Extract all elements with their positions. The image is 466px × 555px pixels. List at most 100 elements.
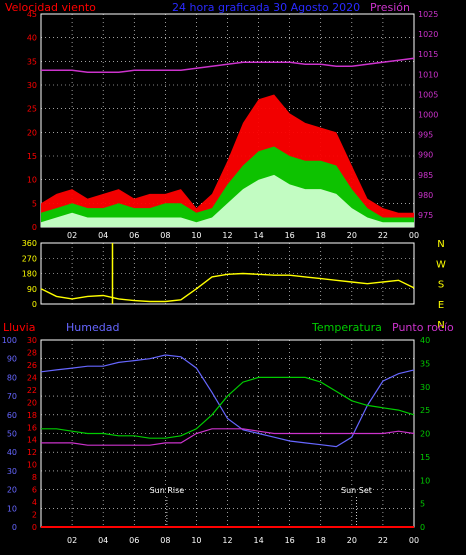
sun-marker-label: Sun Set bbox=[341, 486, 372, 495]
wind-axis-label: Velocidad viento bbox=[5, 1, 96, 14]
wind-y-tick: 40 bbox=[27, 34, 37, 43]
wind-x-tick: 10 bbox=[191, 231, 201, 240]
humidity-y-tick: 90 bbox=[7, 355, 17, 364]
climate-x-tick: 12 bbox=[222, 536, 232, 545]
humidity-y-tick: 40 bbox=[7, 448, 17, 457]
wind-low-area bbox=[41, 174, 414, 227]
wind-x-tick: 16 bbox=[285, 231, 295, 240]
wind-y-tick: 25 bbox=[27, 105, 37, 114]
humidity-y-tick: 20 bbox=[7, 486, 17, 495]
wind-y-tick: 5 bbox=[32, 199, 37, 208]
rain-y-tick: 4 bbox=[32, 498, 37, 507]
rain-y-tick: 12 bbox=[27, 448, 37, 457]
climate-x-tick: 18 bbox=[316, 536, 326, 545]
pressure-y-tick: 980 bbox=[418, 191, 433, 200]
pressure-y-tick: 995 bbox=[418, 131, 433, 140]
temperature-y-tick: 10 bbox=[420, 476, 430, 485]
temperature-ticks: 0 5 10 15 20 25 30 35 40 bbox=[420, 336, 430, 532]
humidity-y-tick: 50 bbox=[7, 430, 17, 439]
compass-letter: S bbox=[438, 280, 444, 291]
temperature-y-tick: 15 bbox=[420, 453, 430, 462]
dewpoint-axis-label: Punto rocío bbox=[392, 321, 454, 334]
humidity-axis-label: Humedad bbox=[66, 321, 119, 334]
climate-x-tick: 02 bbox=[67, 536, 77, 545]
wind-x-tick: 00 bbox=[409, 231, 419, 240]
rain-axis-label: Lluvia bbox=[3, 321, 35, 334]
temperature-y-tick: 20 bbox=[420, 430, 430, 439]
direction-panel-frame bbox=[40, 242, 415, 305]
wind-y-tick: 35 bbox=[27, 57, 37, 66]
wind-x-tick: 14 bbox=[253, 231, 263, 240]
dewpoint-line bbox=[41, 428, 415, 446]
sun-marker-label: Sun Rise bbox=[150, 486, 185, 495]
humidity-y-tick: 10 bbox=[7, 504, 17, 513]
humidity-y-tick: 60 bbox=[7, 411, 17, 420]
wind-panel-marks bbox=[41, 57, 415, 227]
climate-x-tick: 14 bbox=[253, 536, 263, 545]
wind-y-tick: 15 bbox=[27, 152, 37, 161]
direction-panel-marks bbox=[40, 243, 415, 304]
temperature-y-tick: 35 bbox=[420, 359, 430, 368]
pressure-y-ticks: 975 980 985 990 995 1000 1005 1010 1015 1020 1025 bbox=[418, 10, 438, 220]
pressure-y-tick: 985 bbox=[418, 171, 433, 180]
climate-x-tick: 06 bbox=[129, 536, 139, 545]
direction-panel-grid bbox=[41, 242, 415, 305]
rain-y-tick: 0 bbox=[32, 523, 37, 532]
direction-line bbox=[40, 272, 415, 303]
temperature-line bbox=[41, 376, 415, 439]
humidity-rain-ticks: 0102030405060708090100024681012141618202… bbox=[2, 336, 37, 532]
compass-letter: N bbox=[437, 239, 444, 250]
climate-x-tick: 08 bbox=[160, 536, 170, 545]
pressure-y-tick: 1005 bbox=[418, 90, 438, 99]
rain-y-tick: 18 bbox=[27, 411, 37, 420]
direction-y-ticks: 0 90 180 270 360 bbox=[22, 239, 37, 309]
climate-x-tick: 22 bbox=[378, 536, 388, 545]
rain-y-tick: 10 bbox=[27, 461, 37, 470]
sun-annotations: Sun Rise Sun Set bbox=[150, 486, 372, 527]
temperature-y-tick: 30 bbox=[420, 383, 430, 392]
direction-y-tick: 90 bbox=[27, 285, 37, 294]
humidity-line bbox=[40, 354, 415, 448]
compass-letter: N bbox=[437, 320, 444, 331]
wind-y-tick: 10 bbox=[27, 176, 37, 185]
climate-x-tick: 04 bbox=[98, 536, 108, 545]
humidity-y-tick: 70 bbox=[7, 392, 17, 401]
temperature-y-tick: 25 bbox=[420, 406, 430, 415]
rain-y-tick: 22 bbox=[27, 386, 37, 395]
climate-x-tick: 20 bbox=[347, 536, 357, 545]
pressure-axis-label: Presión bbox=[370, 1, 410, 14]
rain-y-tick: 24 bbox=[27, 373, 37, 382]
temperature-axis-label: Temperatura bbox=[311, 321, 382, 334]
direction-y-tick: 270 bbox=[22, 254, 37, 263]
direction-y-tick: 360 bbox=[22, 239, 37, 248]
pressure-y-tick: 975 bbox=[418, 211, 433, 220]
rain-y-tick: 2 bbox=[32, 511, 37, 520]
rain-y-tick: 20 bbox=[27, 398, 37, 407]
compass-letter: E bbox=[438, 300, 444, 311]
wind-y-tick: 20 bbox=[27, 128, 37, 137]
compass-letter: W bbox=[436, 259, 446, 270]
wind-y-tick: 45 bbox=[27, 10, 37, 19]
wind-x-tick: 18 bbox=[316, 231, 326, 240]
wind-x-tick: 02 bbox=[67, 231, 77, 240]
wind-x-tick: 08 bbox=[160, 231, 170, 240]
pressure-y-tick: 1015 bbox=[418, 50, 438, 59]
direction-y-tick: 0 bbox=[32, 300, 37, 309]
pressure-y-tick: 1000 bbox=[418, 110, 438, 119]
pressure-y-tick: 1020 bbox=[418, 30, 438, 39]
climate-x-ticks: 02 04 06 08 10 12 14 16 18 20 22 00 bbox=[67, 536, 419, 545]
wind-x-ticks: 02 04 06 08 10 12 14 16 18 20 22 00 bbox=[67, 231, 419, 240]
rain-y-tick: 6 bbox=[32, 486, 37, 495]
pressure-line bbox=[41, 57, 415, 74]
climate-x-tick: 00 bbox=[409, 536, 419, 545]
wind-x-tick: 06 bbox=[129, 231, 139, 240]
rain-y-tick: 8 bbox=[32, 473, 37, 482]
pressure-y-tick: 1025 bbox=[418, 10, 438, 19]
climate-x-tick: 16 bbox=[285, 536, 295, 545]
humidity-y-tick: 30 bbox=[7, 467, 17, 476]
temperature-y-tick: 5 bbox=[420, 500, 425, 509]
chart-title: 24 hora graficada 30 Agosto 2020 bbox=[172, 1, 360, 14]
wind-x-tick: 04 bbox=[98, 231, 108, 240]
